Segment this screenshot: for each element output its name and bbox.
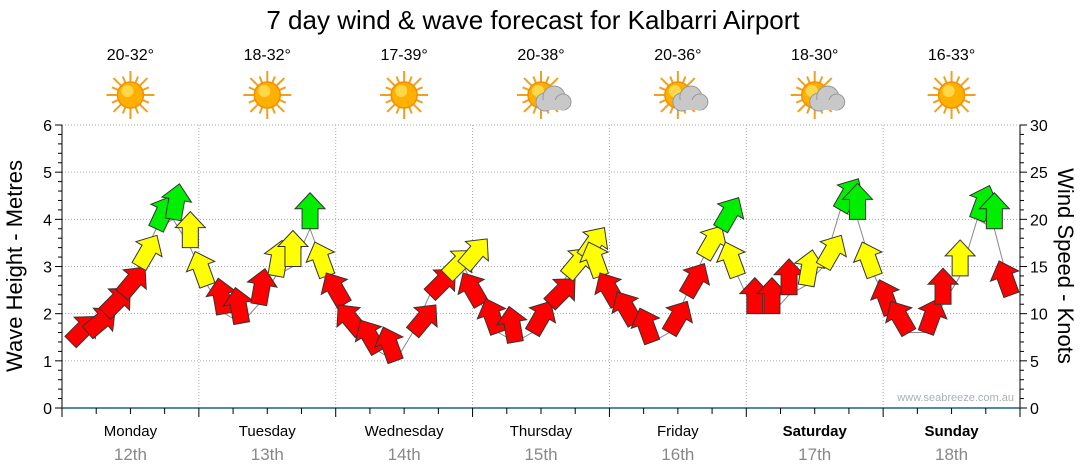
sun-icon (927, 71, 976, 119)
wind-arrow (772, 258, 806, 296)
wind-arrow (815, 234, 848, 272)
day-name: Saturday (783, 423, 848, 440)
y-tick-label: 2 (43, 307, 52, 324)
day-date: 13th (251, 445, 284, 464)
day-temperature: 18-30° (791, 47, 838, 64)
day-temperature: 20-36° (654, 47, 701, 64)
y-tick-label: 4 (43, 212, 52, 229)
y2-tick-label: 20 (1030, 212, 1048, 229)
y2-axis-label: Wind Speed - Knots (1053, 168, 1078, 364)
day-date: 15th (524, 445, 557, 464)
sun-icon (106, 71, 155, 119)
day-temperature: 16-33° (928, 47, 975, 64)
sun-cloud-icon (653, 71, 709, 119)
wind-arrow (320, 272, 352, 309)
wind-arrow (661, 300, 694, 338)
wind-arrow (738, 276, 771, 315)
wind-arrow (579, 241, 610, 280)
day-date: 14th (388, 445, 421, 464)
wind-arrow (174, 210, 207, 249)
y-tick-label: 3 (43, 260, 52, 277)
wind-arrow (715, 241, 747, 280)
day-name: Thursday (510, 423, 573, 440)
wind-arrow (293, 192, 327, 230)
sun-cloud-icon (517, 71, 572, 119)
wind-arrow (852, 241, 884, 280)
wind-arrow (543, 278, 576, 311)
day-name: Friday (657, 423, 699, 440)
wind-arrow (131, 234, 163, 272)
sun-icon (380, 71, 429, 119)
wind-arrow (276, 229, 310, 267)
day-date: 18th (935, 445, 968, 464)
y-tick-label: 5 (43, 165, 52, 182)
sun-icon (243, 71, 292, 119)
y2-tick-label: 10 (1030, 307, 1048, 324)
y2-tick-label: 0 (1030, 401, 1039, 418)
wind-arrow (98, 287, 131, 321)
day-temperature: 18-32° (244, 47, 291, 64)
day-temperature: 20-32° (107, 47, 154, 64)
wind-arrow (917, 298, 948, 336)
day-name: Wednesday (365, 423, 444, 440)
wind-arrow (457, 238, 489, 273)
watermark: www.seabreeze.com.au (896, 392, 1014, 404)
wind-arrow (755, 276, 789, 315)
day-date: 16th (661, 445, 694, 464)
day-name: Monday (104, 423, 158, 440)
wind-arrow (943, 239, 977, 277)
y-tick-label: 1 (43, 354, 52, 371)
wind-arrow (160, 183, 193, 222)
wind-arrow (185, 250, 216, 289)
y2-tick-label: 25 (1030, 165, 1048, 182)
wind-arrow (115, 266, 147, 301)
wind-arrow (457, 272, 489, 309)
day-temperature: 17-39° (380, 47, 427, 64)
day-name: Sunday (924, 423, 979, 440)
day-temperature: 20-38° (517, 47, 564, 64)
wind-arrow (978, 192, 1011, 230)
wind-arrow (524, 300, 557, 338)
wind-arrow (246, 268, 279, 307)
y-tick-label: 0 (43, 401, 52, 418)
wind-arrow (222, 286, 255, 326)
day-date: 17th (798, 445, 831, 464)
chart-title: 7 day wind & wave forecast for Kalbarri … (266, 5, 800, 35)
y2-tick-label: 30 (1030, 118, 1048, 135)
wind-arrow (989, 260, 1020, 299)
wind-trend-line (70, 209, 1012, 362)
y-tick-label: 6 (43, 118, 52, 135)
wind-arrow (926, 267, 960, 305)
wind-arrow (885, 300, 917, 338)
wind-arrow (405, 304, 438, 339)
day-name: Tuesday (239, 423, 296, 440)
wind-arrow (373, 326, 405, 365)
wind-arrow (678, 262, 711, 300)
sun-cloud-icon (790, 71, 846, 119)
wind-arrow (841, 182, 874, 220)
y-axis-label: Wave Height - Metres (2, 160, 27, 372)
wind-arrow (695, 225, 728, 262)
y2-tick-label: 5 (1030, 354, 1039, 371)
y2-tick-label: 15 (1030, 260, 1048, 277)
wind-arrow (713, 196, 745, 234)
wind-arrow (305, 241, 336, 280)
wind-arrow (496, 305, 528, 344)
day-date: 12th (114, 445, 147, 464)
wind-arrow (630, 307, 661, 346)
